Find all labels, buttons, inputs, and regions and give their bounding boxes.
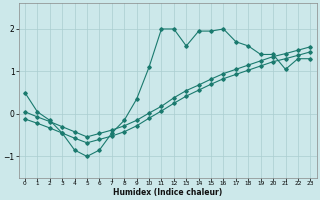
X-axis label: Humidex (Indice chaleur): Humidex (Indice chaleur) (113, 188, 222, 197)
